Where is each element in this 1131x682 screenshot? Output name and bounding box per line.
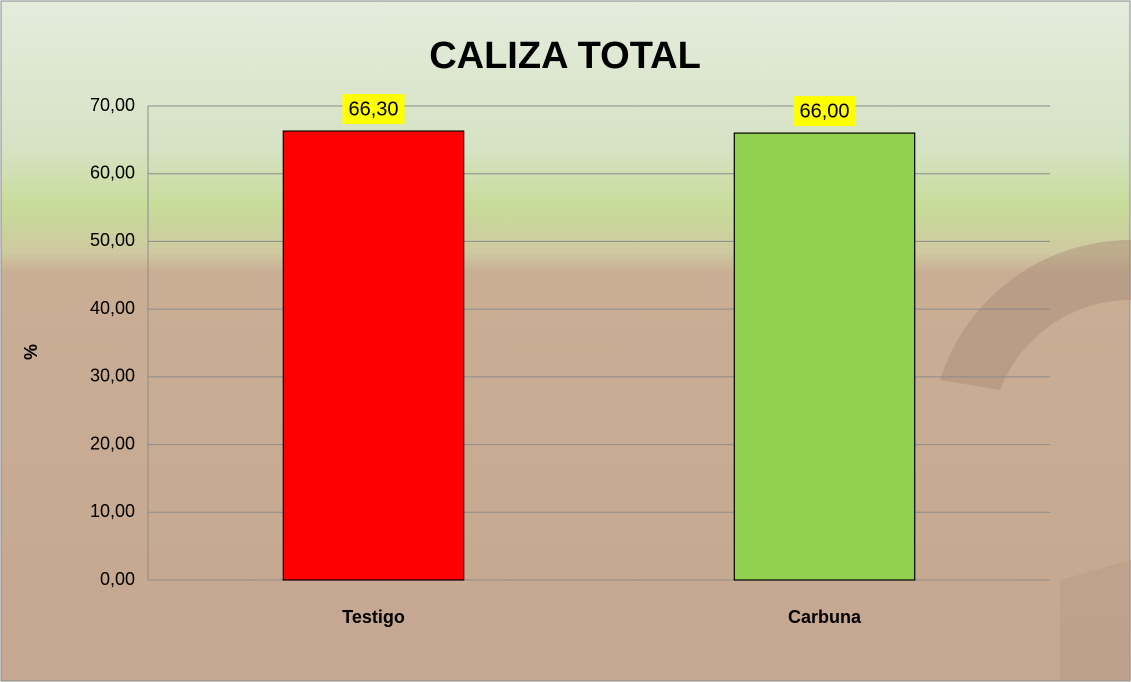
y-tick-label: 0,00 [100, 569, 135, 589]
y-tick-label: 30,00 [90, 366, 135, 386]
y-tick-label: 20,00 [90, 433, 135, 453]
page: CALIZA TOTAL % 0,00 10,00 20,00 30,00 40,00 5… [0, 0, 1131, 682]
y-tick-label: 10,00 [90, 501, 135, 521]
y-tick-label: 50,00 [90, 230, 135, 250]
x-tick-label: Testigo [342, 607, 405, 627]
x-tick-label: Carbuna [788, 607, 862, 627]
bar [283, 131, 463, 580]
bar [734, 133, 914, 580]
watermark [1060, 560, 1131, 680]
chart: CALIZA TOTAL % 0,00 10,00 20,00 30,00 40,00 5… [0, 0, 1131, 682]
y-tick-label: 40,00 [90, 298, 135, 318]
data-label: 66,30 [348, 98, 398, 120]
data-label: 66,00 [799, 100, 849, 122]
y-axis-label: % [21, 344, 41, 360]
y-tick-label: 60,00 [90, 162, 135, 182]
chart-title: CALIZA TOTAL [429, 35, 701, 77]
y-tick-label: 70,00 [90, 95, 135, 115]
